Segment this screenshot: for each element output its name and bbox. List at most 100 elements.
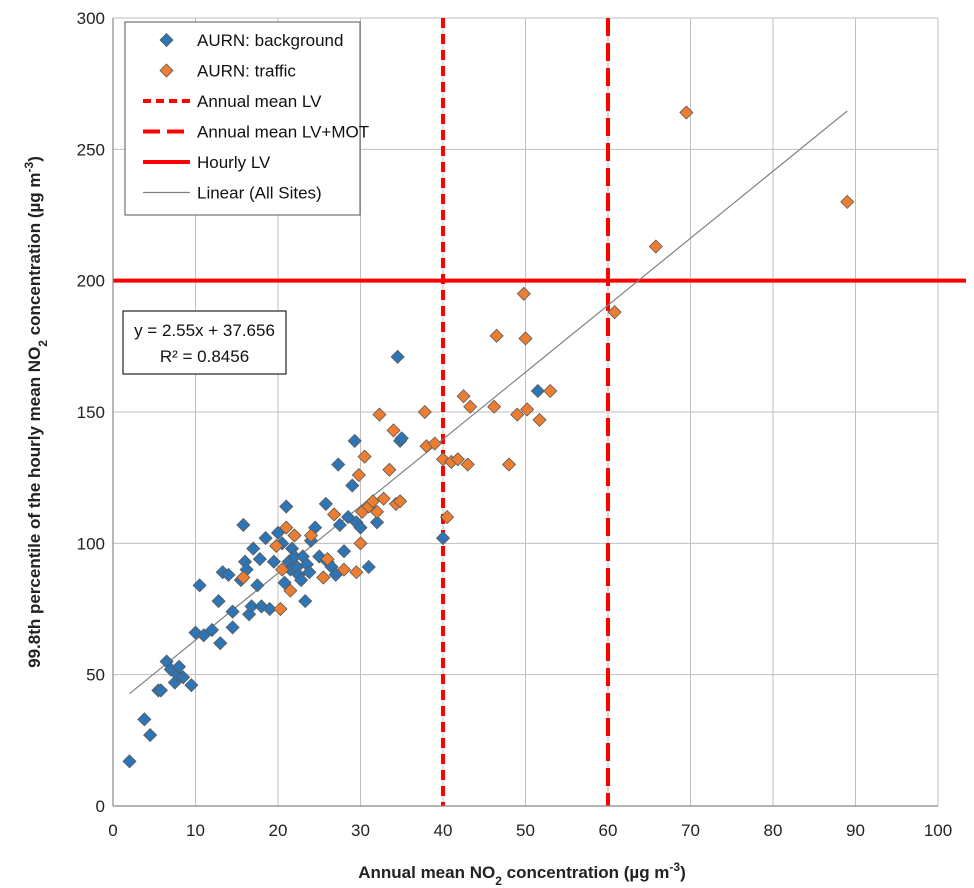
- traffic-point: [532, 412, 547, 427]
- trendline: [129, 110, 848, 695]
- background-point: [277, 575, 292, 590]
- y-axis-title-end: ): [25, 156, 44, 162]
- background-point: [184, 678, 199, 693]
- background-point: [204, 622, 220, 638]
- y-axis-title: 99.8th percentile of the hourly mean NO2…: [22, 156, 50, 668]
- traffic-point: [648, 239, 663, 254]
- background-point: [262, 601, 277, 617]
- equation-line: y = 2.55x + 37.656: [134, 321, 275, 340]
- background-point: [353, 520, 368, 535]
- trendline-equation: y = 2.55x + 37.656 R² = 0.8456: [122, 310, 287, 375]
- x-axis-title: Annual mean NO2 concentration (µg m-3): [358, 860, 686, 888]
- legend-label: Annual mean LV: [197, 92, 322, 111]
- y-tick-label: 100: [77, 534, 105, 553]
- traffic-point: [417, 404, 432, 420]
- background-point: [279, 499, 294, 514]
- traffic-point: [393, 494, 408, 509]
- background-point: [176, 670, 191, 685]
- x-tick-label: 70: [681, 821, 700, 840]
- background-point: [171, 659, 187, 674]
- background-point: [122, 754, 137, 769]
- background-point: [153, 683, 168, 698]
- legend-background-marker: [159, 32, 174, 48]
- background-point: [332, 517, 347, 533]
- r-squared-line: R² = 0.8456: [160, 347, 249, 366]
- background-point: [345, 478, 360, 493]
- equation-box: [122, 310, 287, 375]
- traffic-point: [516, 286, 531, 301]
- x-tick-label: 30: [351, 821, 370, 840]
- background-point: [369, 515, 385, 530]
- traffic-point: [607, 305, 622, 320]
- traffic-point: [456, 389, 471, 404]
- traffic-point: [372, 407, 387, 422]
- x-tick-label: 20: [269, 821, 288, 840]
- legend-label: Annual mean LV+MOT: [197, 123, 369, 142]
- legend-traffic-marker: [159, 63, 174, 78]
- legend-label: Hourly LV: [197, 153, 271, 172]
- y-axis-title-sub: 2: [36, 340, 50, 347]
- y-axis-title-sup: -3: [22, 161, 36, 172]
- x-tick-label: 90: [846, 821, 865, 840]
- background-point: [294, 573, 309, 588]
- background-point: [390, 349, 405, 364]
- traffic-point: [273, 601, 288, 617]
- background-point: [244, 599, 259, 614]
- background-point: [250, 578, 265, 593]
- traffic-point: [279, 520, 294, 535]
- background-point: [361, 559, 376, 575]
- traffic-point: [275, 562, 290, 577]
- traffic-point: [543, 383, 558, 399]
- traffic-point: [353, 536, 368, 551]
- traffic-point: [376, 491, 391, 506]
- traffic-point: [501, 457, 517, 472]
- traffic-point: [427, 436, 442, 451]
- y-axis-title-pre: 99.8th percentile of the hourly mean NO: [25, 347, 44, 668]
- trendline-group: [129, 110, 848, 695]
- y-tick-label: 250: [77, 140, 105, 159]
- x-tick-label: 40: [434, 821, 453, 840]
- background-point: [221, 567, 236, 582]
- traffic-point: [349, 565, 364, 580]
- background-point: [246, 541, 261, 556]
- traffic-point: [320, 552, 335, 567]
- x-axis-title-end: ): [680, 863, 686, 882]
- background-point: [137, 712, 152, 727]
- x-axis-title-sub: 2: [495, 874, 502, 888]
- background-point: [318, 496, 333, 511]
- legend: AURN: background AURN: traffic Annual mean…: [124, 21, 369, 216]
- background-point: [192, 578, 207, 593]
- traffic-point: [518, 331, 533, 346]
- background-point: [225, 620, 240, 635]
- legend-label: AURN: background: [197, 31, 343, 50]
- traffic-point: [369, 504, 385, 519]
- traffic-point: [386, 423, 401, 438]
- y-tick-label: 50: [86, 666, 105, 685]
- background-point: [236, 517, 251, 533]
- x-axis-title-post: concentration (µg m: [502, 863, 670, 882]
- background-point: [331, 457, 346, 472]
- traffic-point: [283, 583, 298, 598]
- y-tick-label: 150: [77, 403, 105, 422]
- traffic-point: [487, 399, 502, 414]
- traffic-point: [336, 562, 352, 577]
- reference-lines: [113, 18, 966, 806]
- x-tick-label: 60: [599, 821, 618, 840]
- y-tick-label: 200: [77, 272, 105, 291]
- legend-box: [124, 21, 361, 216]
- background-point: [302, 565, 317, 580]
- x-tick-label: 0: [108, 821, 117, 840]
- background-point: [435, 531, 451, 546]
- x-axis-title-pre: Annual mean NO: [358, 863, 495, 882]
- y-axis-title-post: concentration (µg m: [25, 172, 44, 340]
- x-axis-title-sup: -3: [669, 860, 680, 874]
- traffic-point: [463, 399, 478, 414]
- background-point: [530, 383, 545, 399]
- x-tick-label: 80: [764, 821, 783, 840]
- y-tick-label: 300: [77, 9, 105, 28]
- background-point: [347, 433, 362, 448]
- traffic-point: [382, 462, 397, 477]
- background-point: [252, 552, 267, 567]
- background-point: [258, 531, 273, 546]
- traffic-point: [450, 452, 465, 467]
